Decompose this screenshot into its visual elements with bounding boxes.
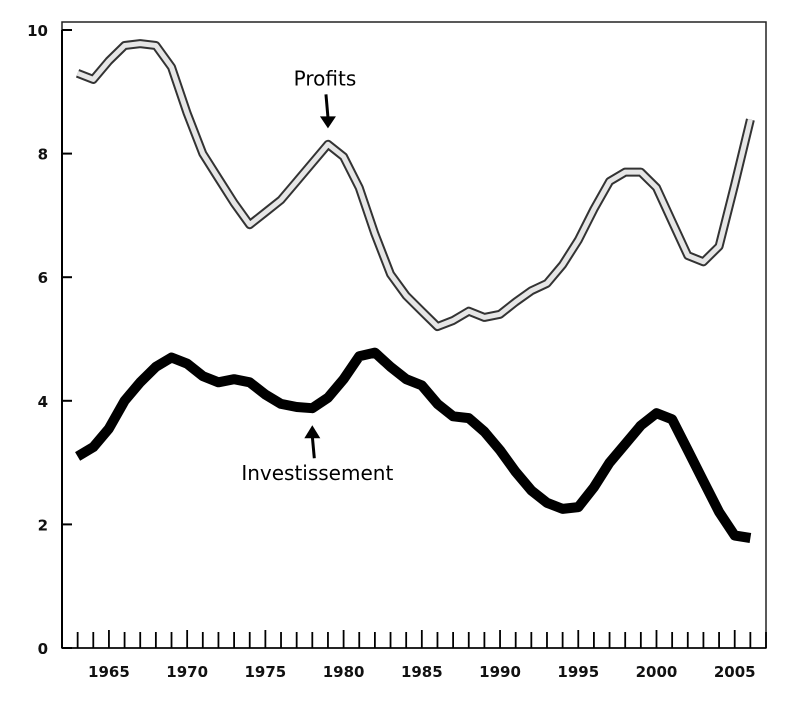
x-tick-label-1965: 1965: [88, 663, 130, 681]
annotation-profits-label: Profits: [294, 66, 357, 90]
x-tick-label-1970: 1970: [166, 663, 208, 681]
y-tick-label-10: 10: [27, 22, 48, 40]
y-tick-label-2: 2: [38, 516, 48, 534]
annotation-investissement-label: Investissement: [241, 461, 393, 485]
annotation-profits-arrow: [324, 94, 330, 118]
x-axis-ticks: 1965 1970 1975 1980 1985 1990 1995 2000 2005: [61, 630, 767, 681]
x-tick-label-1980: 1980: [323, 663, 365, 681]
series-investissement-line: [75, 347, 752, 543]
x-tick-label-2000: 2000: [636, 663, 678, 681]
x-tick-label-1990: 1990: [479, 663, 521, 681]
y-tick-label-4: 4: [38, 393, 48, 411]
y-tick-label-0: 0: [38, 640, 48, 658]
series-profits-line: [76, 41, 753, 330]
x-tick-label-1985: 1985: [401, 663, 443, 681]
x-tick-label-2005: 2005: [714, 663, 756, 681]
y-tick-label-6: 6: [38, 269, 48, 287]
annotation-investissement-arrow: [310, 436, 316, 459]
annotation-profits-arrowhead: [319, 116, 336, 129]
annotation-layer: Profits Investissement: [241, 66, 393, 485]
x-tick-label-1975: 1975: [245, 663, 287, 681]
series-layer: [75, 39, 755, 543]
annotation-investissement-arrowhead: [304, 425, 321, 439]
plot-frame: [61, 21, 767, 649]
x-tick-label-1995: 1995: [557, 663, 599, 681]
y-axis-ticks: 0 2 4 6 8 10: [27, 22, 72, 658]
y-tick-label-8: 8: [38, 146, 48, 164]
